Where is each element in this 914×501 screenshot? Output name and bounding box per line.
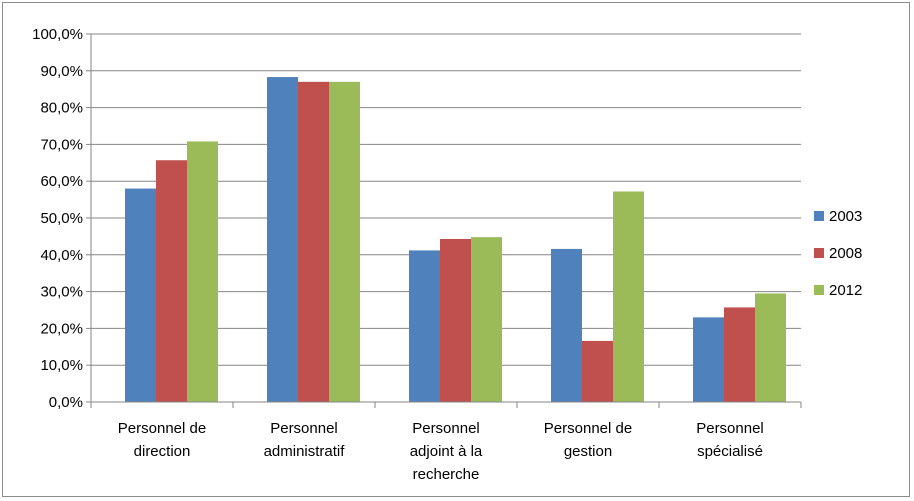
bar-2012-3 [471, 237, 502, 402]
bar-2003-3 [409, 250, 440, 402]
y-tick-label: 20,0% [40, 320, 83, 337]
x-category-label: gestion [564, 443, 612, 460]
bar-2003-4 [551, 248, 582, 402]
bar-2008-1 [156, 160, 187, 402]
bar-2003-5 [693, 317, 724, 402]
bar-2003-1 [125, 188, 156, 402]
legend: 2003 2008 2012 [814, 208, 862, 299]
bar-2012-5 [755, 293, 786, 402]
x-category-label: recherche [413, 466, 480, 483]
bar-2008-2 [298, 81, 329, 402]
legend-swatch-2008 [814, 248, 824, 258]
legend-swatch-2003 [814, 211, 824, 221]
bar-2012-1 [187, 141, 218, 402]
y-tick-label: 50,0% [40, 210, 83, 227]
y-tick-label: 40,0% [40, 247, 83, 264]
x-axis-category-labels: Personnel de direction Personnel administra… [118, 420, 764, 483]
x-category-label: Personnel de [118, 420, 206, 437]
y-tick-label: 90,0% [40, 63, 83, 80]
y-axis-tick-labels: 0,0% 10,0% 20,0% 30,0% 40,0% 50,0% 60,0% 70,0% 8… [32, 26, 83, 411]
bar-2003-2 [267, 77, 298, 402]
x-category-label: direction [134, 443, 191, 460]
legend-label-2003: 2003 [829, 208, 862, 225]
bar-2008-3 [440, 238, 471, 402]
bar-2012-4 [613, 191, 644, 402]
bars [125, 77, 786, 402]
y-tick-label: 80,0% [40, 100, 83, 117]
x-category-label: Personnel [412, 420, 480, 437]
y-tick-label: 10,0% [40, 357, 83, 374]
legend-label-2012: 2012 [829, 282, 862, 299]
bar-2012-2 [329, 81, 360, 402]
x-category-label: administratif [264, 443, 346, 460]
y-tick-label: 60,0% [40, 173, 83, 190]
legend-label-2008: 2008 [829, 245, 862, 262]
y-tick-label: 0,0% [49, 394, 83, 411]
y-tick-label: 100,0% [32, 26, 83, 43]
axes [86, 33, 802, 408]
x-category-label: spécialisé [697, 443, 763, 460]
y-tick-label: 70,0% [40, 136, 83, 153]
bar-2008-4 [582, 340, 613, 402]
bar-2008-5 [724, 307, 755, 402]
x-category-label: Personnel de [544, 420, 632, 437]
x-category-label: Personnel [270, 420, 338, 437]
x-category-label: Personnel [696, 420, 764, 437]
x-category-label: adjoint à la [410, 443, 483, 460]
legend-swatch-2012 [814, 285, 824, 295]
y-tick-label: 30,0% [40, 284, 83, 301]
